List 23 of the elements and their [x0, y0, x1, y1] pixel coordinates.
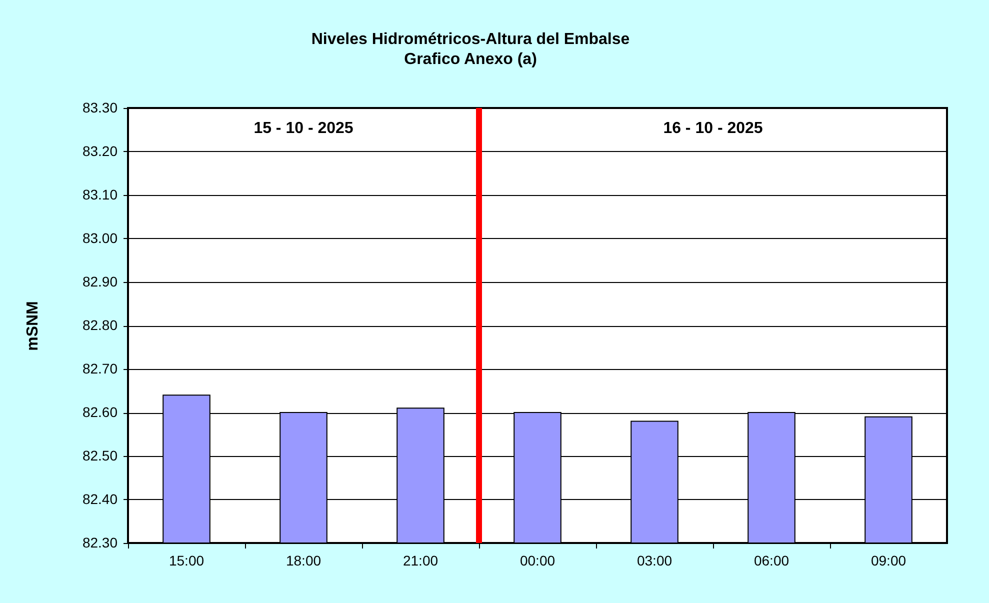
y-tick-label: 82.80	[82, 317, 118, 333]
chart-title: Niveles Hidrométricos-Altura del Embalse	[311, 31, 630, 48]
y-tick-label: 82.90	[82, 274, 118, 290]
x-tick-label: 09:00	[870, 552, 906, 568]
annotation: 16 - 10 - 2025	[663, 120, 763, 137]
y-tick-label: 82.50	[82, 448, 118, 464]
y-axis-title: mSNM	[24, 301, 42, 351]
y-tick-label: 83.10	[82, 186, 118, 202]
chart-subtitle: Grafico Anexo (a)	[404, 51, 537, 68]
annotation: 15 - 10 - 2025	[254, 120, 354, 137]
y-tick-label: 82.70	[82, 360, 118, 376]
y-tick-label: 83.20	[82, 143, 118, 159]
y-tick-label: 82.60	[82, 404, 118, 420]
x-tick-label: 18:00	[286, 552, 322, 568]
y-tick-label: 83.30	[82, 100, 118, 116]
x-tick-label: 21:00	[402, 552, 438, 568]
x-tick-label: 06:00	[754, 552, 790, 568]
y-tick-label: 82.40	[82, 491, 118, 507]
x-tick-label: 15:00	[168, 552, 204, 568]
y-tick-label: 82.30	[82, 534, 118, 550]
x-tick-label: 03:00	[636, 552, 672, 568]
x-tick-label: 00:00	[520, 552, 556, 568]
y-tick-label: 83.00	[82, 230, 118, 246]
